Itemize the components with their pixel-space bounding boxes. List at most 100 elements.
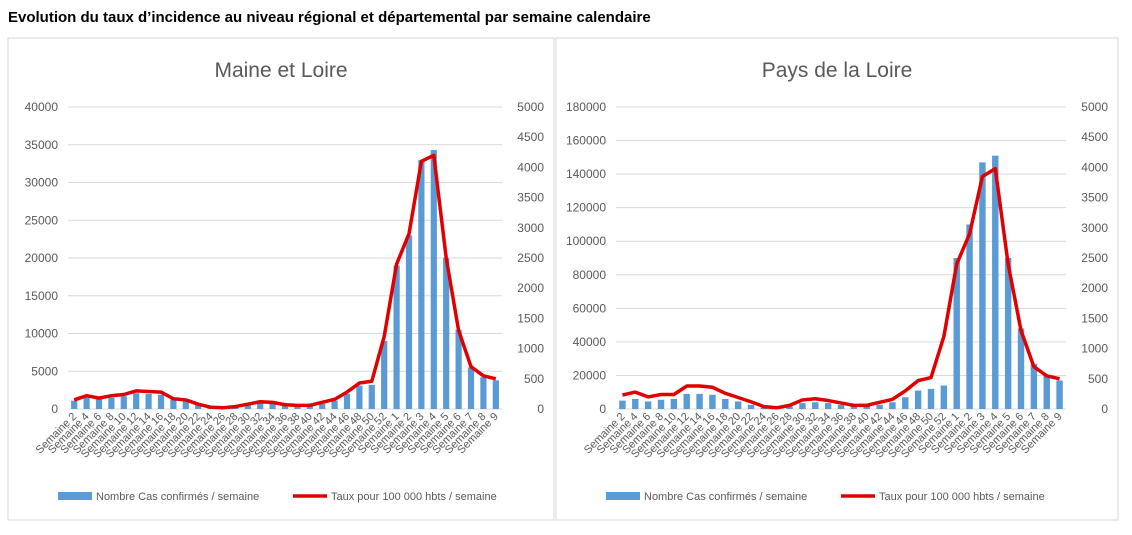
y2-tick-label: 3500 [1081,191,1108,205]
y-tick-label: 180000 [566,100,606,114]
bar [747,404,755,409]
bar [786,406,793,409]
legend-label: Taux pour 100 000 hbts / semaine [331,491,497,503]
bar [343,393,351,409]
y-tick-label: 40000 [573,335,607,349]
y-tick-label: 40000 [25,100,59,114]
bar [281,405,289,409]
legend-label: Taux pour 100 000 hbts / semaine [879,491,1045,503]
bar [145,393,152,409]
bar [619,400,626,409]
y2-tick-label: 2500 [1081,251,1108,265]
bar [319,403,326,409]
bar [1043,375,1050,409]
bar [393,265,400,409]
y2-tick-label: 3000 [1081,221,1108,235]
bar [133,393,140,409]
bar [709,394,716,409]
bar [722,398,729,409]
bar [927,388,935,409]
bar [1017,328,1025,409]
bar [381,341,388,409]
y2-tick-label: 500 [1088,372,1108,386]
bar [71,400,78,409]
y2-tick-label: 5000 [517,100,544,114]
bar [480,377,487,409]
y-tick-label: 10000 [25,327,59,341]
bar [683,393,690,409]
y-tick-label: 5000 [31,364,58,378]
bar [244,404,251,409]
y2-tick-label: 3000 [517,221,544,235]
bar [182,401,189,409]
y2-tick-label: 3500 [517,191,544,205]
bar [632,398,639,409]
bar [837,404,845,409]
bar [953,258,960,409]
y-tick-label: 20000 [573,368,607,382]
legend-swatch [58,492,92,500]
chart-title: Maine et Loire [214,59,347,82]
y-tick-label: 25000 [25,213,59,227]
bar [269,402,276,409]
bar [157,394,165,409]
bar [331,400,338,409]
y2-tick-label: 0 [537,402,544,416]
bar [914,390,922,409]
bar [966,224,973,409]
y-tick-label: 80000 [573,268,607,282]
y-tick-label: 120000 [566,201,606,215]
bar [1056,380,1063,409]
line [73,153,497,410]
y2-tick-label: 1000 [1081,342,1108,356]
bar [644,401,652,409]
y2-tick-label: 1500 [517,311,544,325]
page-title: Evolution du taux d’incidence au niveau … [8,9,651,26]
y2-tick-label: 1000 [517,342,544,356]
chart-frame [555,37,1119,521]
bar [455,329,462,409]
bar [979,162,986,409]
bar [902,397,909,409]
bar [405,235,413,409]
bar [657,399,665,409]
bar [120,396,127,409]
y-tick-label: 160000 [566,134,606,148]
legend-label: Nombre Cas confirmés / semaine [644,491,807,503]
line [622,166,1060,410]
bar [108,397,115,409]
bar [992,155,999,409]
y2-tick-label: 4500 [1081,130,1108,144]
bar [257,402,264,409]
y2-tick-label: 4500 [517,130,544,144]
y-tick-label: 35000 [25,138,59,152]
bar [418,159,425,409]
bar [95,399,103,409]
bar [824,403,832,409]
legend-swatch [606,492,640,500]
y-tick-label: 20000 [25,251,59,265]
bar [294,405,301,409]
bar [467,367,475,409]
y2-tick-label: 500 [524,372,544,386]
bar [356,385,363,409]
bar [863,406,870,409]
bar [850,406,858,409]
bar [812,402,819,409]
chart-frame [7,37,555,521]
bar [799,403,806,409]
y2-tick-label: 4000 [517,160,544,174]
bar [195,404,202,409]
bar [876,404,883,409]
bar [940,385,948,409]
bar [492,380,499,409]
bar [170,399,177,409]
y2-tick-label: 2500 [517,251,544,265]
y2-tick-label: 0 [1101,402,1108,416]
y-tick-label: 0 [51,402,58,416]
y2-tick-label: 2000 [1081,281,1108,295]
y-tick-label: 60000 [573,301,607,315]
y-tick-label: 15000 [25,289,59,303]
